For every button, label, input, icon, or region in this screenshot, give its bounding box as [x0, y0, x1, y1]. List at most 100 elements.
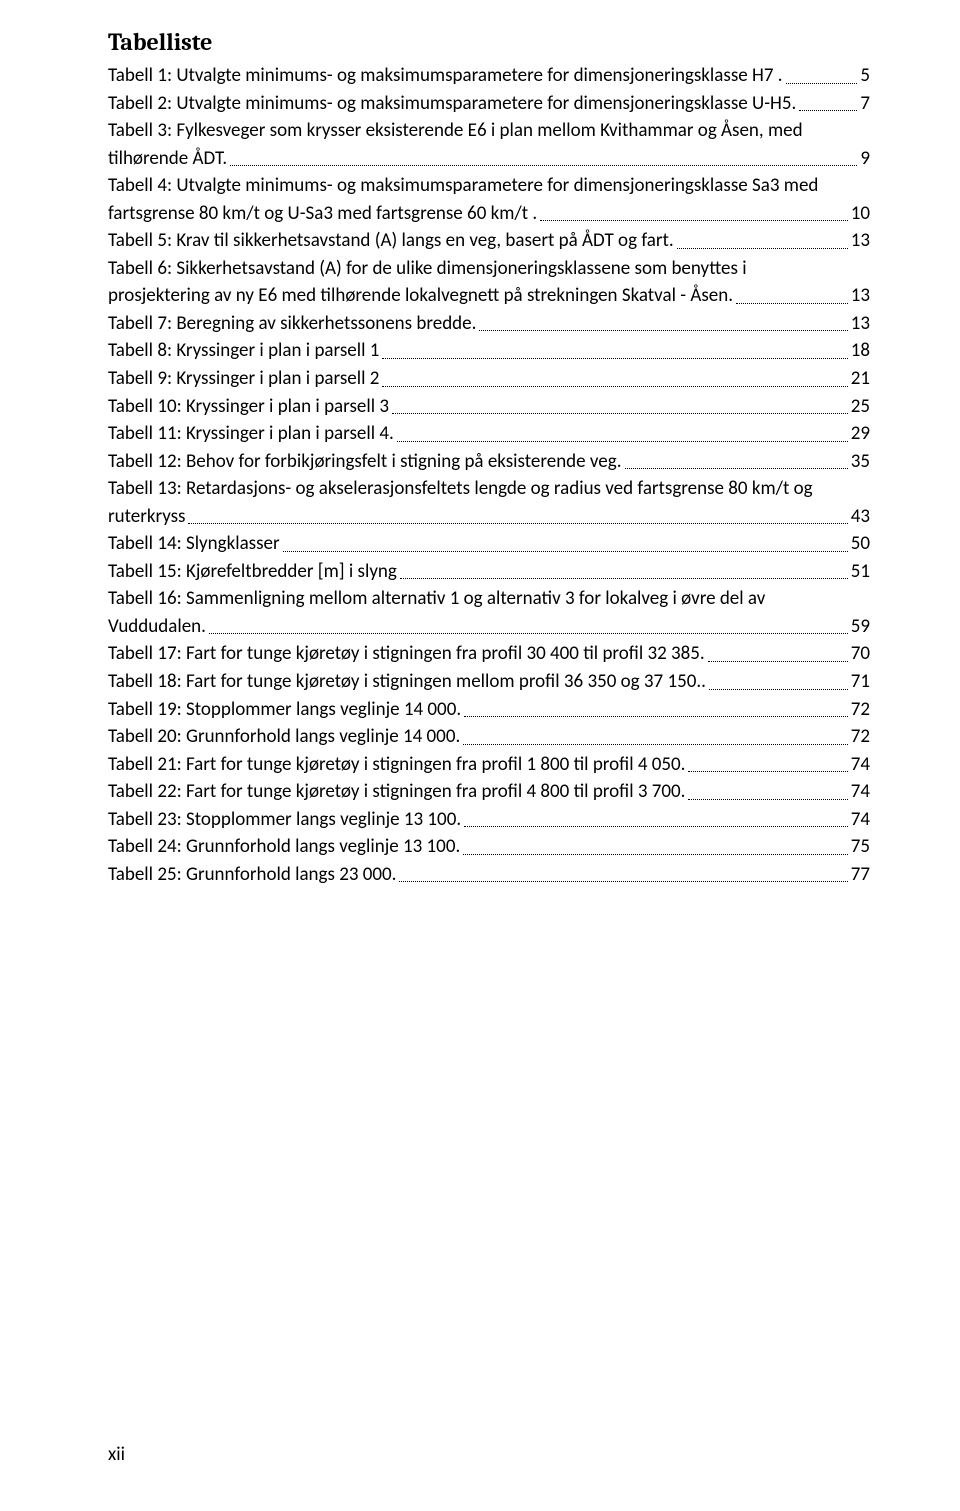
- toc-entry: Tabell 7: Beregning av sikkerhetssonens …: [108, 310, 870, 338]
- toc-entry-page: 59: [851, 613, 870, 641]
- toc-entry-page: 74: [851, 751, 870, 779]
- toc-entry-page: 35: [851, 448, 870, 476]
- toc-entry: Tabell 2: Utvalgte minimums- og maksimum…: [108, 90, 870, 118]
- toc-entry: Vuddudalen. 59: [108, 613, 870, 641]
- toc-leader: [464, 716, 848, 717]
- toc-entry: Tabell 11: Kryssinger i plan i parsell 4…: [108, 420, 870, 448]
- toc-entry-page: 21: [851, 365, 870, 393]
- toc-leader: [540, 220, 848, 221]
- toc-entry: Tabell 12: Behov for forbikjøringsfelt i…: [108, 448, 870, 476]
- toc-entry-page: 74: [851, 778, 870, 806]
- toc-entry: Tabell 15: Kjørefeltbredder [m] i slyng …: [108, 558, 870, 586]
- toc-entry-title: Tabell 21: Fart for tunge kjøretøy i sti…: [108, 751, 685, 779]
- toc-leader: [786, 83, 858, 84]
- toc-entry: Tabell 10: Kryssinger i plan i parsell 3…: [108, 393, 870, 421]
- toc-entry-preline: Tabell 13: Retardasjons- og akselerasjon…: [108, 475, 870, 503]
- toc-entry-title: Tabell 2: Utvalgte minimums- og maksimum…: [108, 90, 796, 118]
- toc-entry-page: 50: [851, 530, 870, 558]
- toc-entry-preline: Tabell 4: Utvalgte minimums- og maksimum…: [108, 172, 870, 200]
- toc-entry-title: Tabell 5: Krav til sikkerhetsavstand (A)…: [108, 227, 674, 255]
- toc-leader: [688, 799, 847, 800]
- toc-leader: [382, 386, 847, 387]
- toc-leader: [708, 661, 848, 662]
- toc-entry: Tabell 14: Slyngklasser 50: [108, 530, 870, 558]
- toc-leader: [736, 303, 848, 304]
- toc-entry-page: 71: [851, 668, 870, 696]
- toc-entry-title: Tabell 8: Kryssinger i plan i parsell 1: [108, 337, 379, 365]
- toc-entry-title: Tabell 1: Utvalgte minimums- og maksimum…: [108, 62, 783, 90]
- toc-entry-title: Vuddudalen.: [108, 613, 206, 641]
- toc-leader: [463, 854, 847, 855]
- toc-entry-page: 72: [851, 696, 870, 724]
- toc-entry-title: fartsgrense 80 km/t og U-Sa3 med fartsgr…: [108, 200, 537, 228]
- toc-leader: [400, 578, 848, 579]
- toc-entry-page: 10: [851, 200, 870, 228]
- toc-leader: [677, 248, 848, 249]
- toc-entry-title: Tabell 10: Kryssinger i plan i parsell 3: [108, 393, 389, 421]
- toc-entry-title: Tabell 23: Stopplommer langs veglinje 13…: [108, 806, 461, 834]
- toc-entry: ruterkryss 43: [108, 503, 870, 531]
- toc-leader: [382, 358, 847, 359]
- toc-entry: fartsgrense 80 km/t og U-Sa3 med fartsgr…: [108, 200, 870, 228]
- toc-entry: tilhørende ÅDT. 9: [108, 145, 870, 173]
- toc-entry-page: 43: [851, 503, 870, 531]
- toc-leader: [399, 881, 847, 882]
- toc-leader: [283, 551, 848, 552]
- toc-entry-page: 25: [851, 393, 870, 421]
- toc-entry-page: 29: [851, 420, 870, 448]
- toc-entry-title: Tabell 18: Fart for tunge kjøretøy i sti…: [108, 668, 706, 696]
- toc-leader: [230, 165, 857, 166]
- toc-entry-page: 5: [860, 62, 870, 90]
- toc-entry: Tabell 21: Fart for tunge kjøretøy i sti…: [108, 751, 870, 779]
- toc-entry: Tabell 17: Fart for tunge kjøretøy i sti…: [108, 640, 870, 668]
- toc-entry-page: 13: [851, 310, 870, 338]
- toc-entry: Tabell 18: Fart for tunge kjøretøy i sti…: [108, 668, 870, 696]
- toc-entry-title: Tabell 22: Fart for tunge kjøretøy i sti…: [108, 778, 685, 806]
- toc-entry-page: 70: [851, 640, 870, 668]
- toc-entry-page: 7: [860, 90, 870, 118]
- toc-entry-title: Tabell 15: Kjørefeltbredder [m] i slyng: [108, 558, 397, 586]
- toc-entry-page: 77: [851, 861, 870, 889]
- toc-entry: Tabell 22: Fart for tunge kjøretøy i sti…: [108, 778, 870, 806]
- toc-entry-page: 9: [860, 145, 870, 173]
- toc-leader: [688, 771, 847, 772]
- toc-entry: Tabell 1: Utvalgte minimums- og maksimum…: [108, 62, 870, 90]
- toc-leader: [188, 523, 847, 524]
- toc-entry-page: 13: [851, 282, 870, 310]
- toc-entry-title: Tabell 24: Grunnforhold langs veglinje 1…: [108, 833, 460, 861]
- toc-entry-preline: Tabell 3: Fylkesveger som krysser eksist…: [108, 117, 870, 145]
- toc-entry-page: 74: [851, 806, 870, 834]
- toc-entry-title: Tabell 25: Grunnforhold langs 23 000.: [108, 861, 396, 889]
- toc-entry-title: Tabell 14: Slyngklasser: [108, 530, 280, 558]
- toc-entry-title: prosjektering av ny E6 med tilhørende lo…: [108, 282, 733, 310]
- toc-entry-page: 51: [851, 558, 870, 586]
- toc-entry: Tabell 5: Krav til sikkerhetsavstand (A)…: [108, 227, 870, 255]
- toc-leader: [392, 413, 848, 414]
- toc-entry-title: Tabell 12: Behov for forbikjøringsfelt i…: [108, 448, 622, 476]
- toc-entry-title: ruterkryss: [108, 503, 185, 531]
- toc-leader: [397, 441, 848, 442]
- toc-entry-title: Tabell 19: Stopplommer langs veglinje 14…: [108, 696, 461, 724]
- toc-leader: [464, 826, 848, 827]
- toc-entry-title: Tabell 9: Kryssinger i plan i parsell 2: [108, 365, 379, 393]
- toc-entry: Tabell 25: Grunnforhold langs 23 000. 77: [108, 861, 870, 889]
- toc-leader: [463, 744, 847, 745]
- toc-entry-page: 72: [851, 723, 870, 751]
- toc-entry-title: Tabell 17: Fart for tunge kjøretøy i sti…: [108, 640, 705, 668]
- toc-entry-preline: Tabell 6: Sikkerhetsavstand (A) for de u…: [108, 255, 870, 283]
- toc-entry-title: Tabell 11: Kryssinger i plan i parsell 4…: [108, 420, 394, 448]
- toc-entry-preline: Tabell 16: Sammenligning mellom alternat…: [108, 585, 870, 613]
- toc-list: Tabell 1: Utvalgte minimums- og maksimum…: [108, 62, 870, 888]
- toc-entry-title: tilhørende ÅDT.: [108, 145, 227, 173]
- toc-leader: [479, 330, 847, 331]
- toc-entry: Tabell 20: Grunnforhold langs veglinje 1…: [108, 723, 870, 751]
- toc-leader: [625, 468, 848, 469]
- toc-entry: Tabell 9: Kryssinger i plan i parsell 2 …: [108, 365, 870, 393]
- toc-entry: prosjektering av ny E6 med tilhørende lo…: [108, 282, 870, 310]
- toc-leader: [799, 110, 857, 111]
- toc-heading: Tabelliste: [108, 28, 870, 56]
- toc-entry: Tabell 23: Stopplommer langs veglinje 13…: [108, 806, 870, 834]
- toc-entry-page: 13: [851, 227, 870, 255]
- toc-entry-page: 75: [851, 833, 870, 861]
- toc-leader: [709, 689, 848, 690]
